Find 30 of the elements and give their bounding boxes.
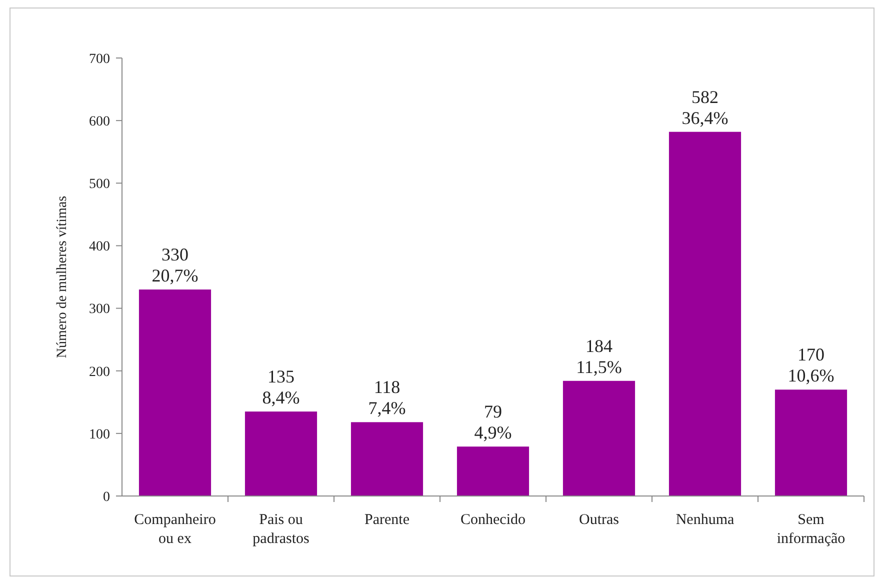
y-tick-label: 600: [89, 114, 110, 130]
bar: [350, 422, 424, 496]
bar: [244, 412, 318, 496]
x-tick-label: Parente: [364, 512, 410, 528]
data-label: 135 8,4%: [262, 366, 300, 408]
y-tick-label: 300: [89, 302, 110, 318]
data-label: 582 36,4%: [682, 86, 728, 128]
data-label: 79 4,9%: [474, 402, 512, 443]
bar: [562, 380, 636, 496]
data-label: 330 20,7%: [152, 244, 198, 286]
x-tick-label: Sem informação: [776, 512, 846, 547]
y-axis-title: Número de mulheres vítimas: [55, 196, 70, 358]
data-label: 170 10,6%: [788, 344, 834, 386]
y-tick-label: 0: [103, 490, 110, 505]
x-tick-label: Companheiro ou ex: [134, 512, 216, 547]
y-tick-label: 400: [89, 240, 110, 255]
data-label: 118 7,4%: [368, 377, 406, 418]
bar: [774, 390, 848, 496]
y-tick-label: 100: [89, 427, 110, 442]
x-tick-label: Conhecido: [460, 512, 526, 528]
bar: [668, 132, 742, 496]
x-tick-label: Pais ou padrastos: [252, 512, 310, 547]
bar: [138, 290, 212, 496]
x-tick-label: Outras: [579, 512, 620, 528]
y-tick-label: 200: [89, 364, 110, 380]
x-tick-label: Nenhuma: [676, 512, 734, 528]
y-tick-label: 700: [89, 52, 110, 67]
bar: [456, 446, 530, 496]
y-tick-label: 500: [89, 177, 110, 192]
data-label: 184 11,5%: [576, 336, 622, 377]
